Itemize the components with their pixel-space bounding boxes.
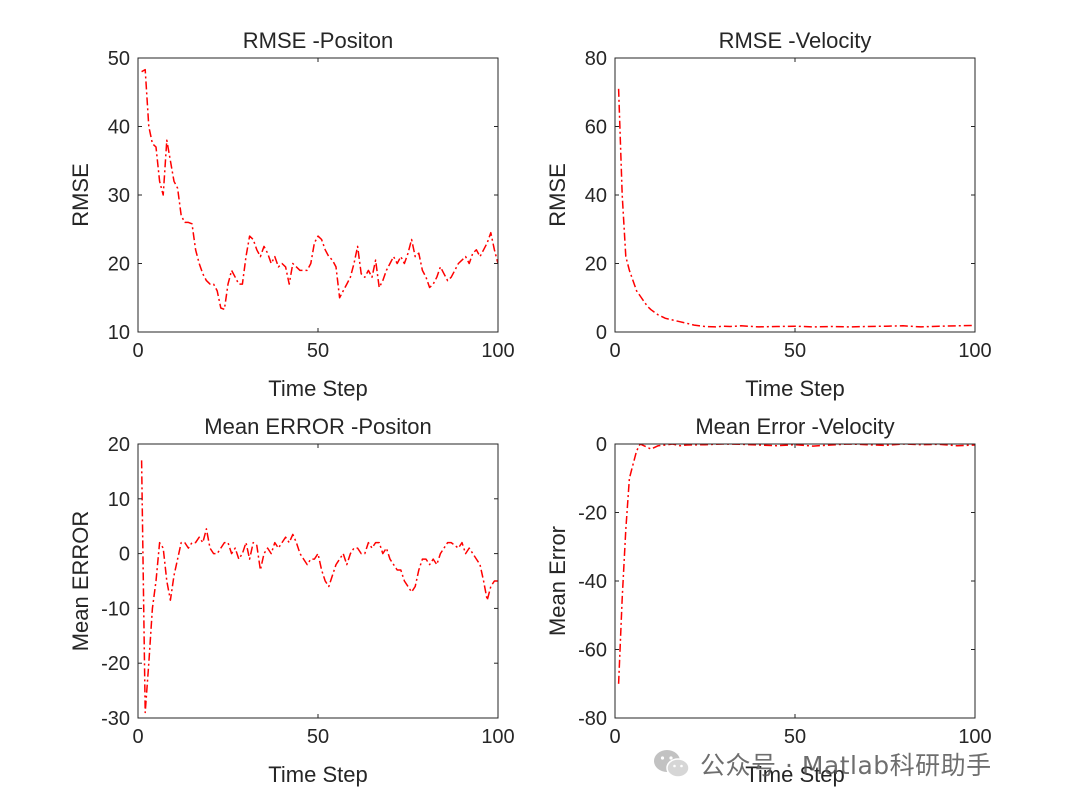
y-tick-label: -10 — [101, 598, 130, 620]
y-tick-label: 40 — [108, 117, 130, 139]
chart-title: Mean Error -Velocity — [695, 414, 894, 439]
y-tick-label: 10 — [108, 322, 130, 344]
y-axis-label: Mean ERROR — [68, 511, 93, 652]
y-tick-label: 30 — [108, 185, 130, 207]
subplot-3: 0 50 100 -30 -20 -10 0 10 20 Mean ERROR -Positon T… — [68, 414, 515, 787]
x-tick-label: 50 — [784, 726, 806, 748]
y-tick-label: 20 — [108, 254, 130, 276]
y-axis-label: RMSE — [545, 163, 570, 227]
data-line — [617, 444, 975, 684]
data-line — [140, 460, 498, 714]
wechat-icon — [654, 750, 690, 778]
x-axis-label: Time Step — [268, 376, 367, 401]
x-tick-label: 0 — [609, 726, 620, 748]
y-tick-label: -60 — [578, 640, 607, 662]
y-tick-label: 0 — [596, 322, 607, 344]
y-tick-label: 0 — [119, 544, 130, 566]
axes-box — [137, 57, 499, 333]
y-tick-label: -20 — [101, 653, 130, 675]
x-tick-label: 0 — [132, 726, 143, 748]
subplot-4: 0 50 100 -80 -60 -40 -20 0 Mean Error -Velocity T… — [545, 414, 992, 787]
y-tick-label: -80 — [578, 708, 607, 730]
y-tick-label: -20 — [578, 503, 607, 525]
y-tick-label: -40 — [578, 571, 607, 593]
chart-title: RMSE -Velocity — [719, 28, 872, 53]
y-tick-label: 80 — [585, 48, 607, 70]
y-tick-label: 40 — [585, 185, 607, 207]
x-axis-label: Time Step — [745, 762, 844, 787]
y-axis-label: Mean Error — [545, 526, 570, 636]
y-tick-label: 0 — [596, 434, 607, 456]
chart-title: RMSE -Positon — [243, 28, 393, 53]
y-tick-label: 20 — [108, 434, 130, 456]
x-tick-label: 0 — [609, 340, 620, 362]
y-tick-label: 50 — [108, 48, 130, 70]
axes-box — [614, 443, 976, 719]
y-tick-label: 10 — [108, 489, 130, 511]
x-tick-label: 0 — [132, 340, 143, 362]
data-line — [141, 68, 498, 311]
x-tick-label: 50 — [784, 340, 806, 362]
x-tick-label: 50 — [307, 340, 329, 362]
y-tick-label: -30 — [101, 708, 130, 730]
subplot-1: 0 50 100 10 20 30 40 50 RMSE -Positon Time Step RM… — [68, 28, 515, 401]
y-axis-label: RMSE — [68, 163, 93, 227]
x-tick-label: 100 — [958, 340, 991, 362]
x-tick-label: 100 — [481, 726, 514, 748]
subplot-2: 0 50 100 0 20 40 60 80 RMSE -Velocity Time Step RM… — [545, 28, 992, 401]
x-tick-label: 50 — [307, 726, 329, 748]
x-axis-label: Time Step — [745, 376, 844, 401]
chart-title: Mean ERROR -Positon — [204, 414, 431, 439]
data-line — [617, 88, 975, 328]
watermark: 公众号 · Matlab科研助手 — [652, 742, 992, 786]
axes-box — [137, 443, 499, 719]
y-tick-label: 20 — [585, 254, 607, 276]
x-tick-label: 100 — [481, 340, 514, 362]
axes-box — [614, 57, 976, 333]
watermark-text: 公众号 · Matlab科研助手 — [700, 751, 992, 780]
y-tick-label: 60 — [585, 117, 607, 139]
x-tick-label: 100 — [958, 726, 991, 748]
x-axis-label: Time Step — [268, 762, 367, 787]
